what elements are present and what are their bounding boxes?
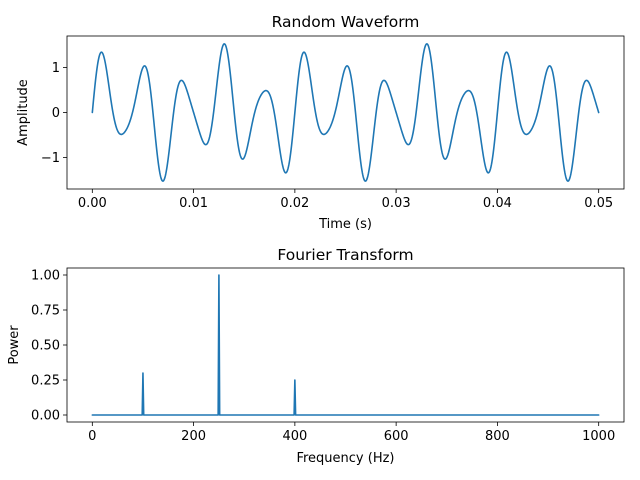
y-axis-ticks: 0.00 0.25 0.50 0.75 1.00 <box>31 269 67 424</box>
spectrum-line <box>91 274 600 416</box>
y-tick-label: 0 <box>52 106 60 121</box>
chart-title: Random Waveform <box>272 13 420 31</box>
y-tick-label: 0.75 <box>31 304 60 319</box>
fourier-chart: Fourier Transform 0 200 400 600 800 1000 0.00… <box>7 246 625 466</box>
x-tick-label: 1000 <box>582 429 615 444</box>
waveform-line <box>91 43 600 182</box>
y-tick-label: 0.25 <box>31 374 60 389</box>
y-tick-label: −1 <box>41 151 60 166</box>
x-axis-ticks: 0 200 400 600 800 1000 <box>88 422 615 444</box>
x-tick-label: 0.04 <box>483 196 512 211</box>
y-axis-label: Amplitude <box>16 79 31 146</box>
x-tick-label: 0.03 <box>382 196 411 211</box>
x-tick-label: 0.01 <box>179 196 208 211</box>
y-tick-label: 1 <box>52 61 60 76</box>
plot-frame <box>66 35 625 190</box>
x-tick-label: 600 <box>384 429 409 444</box>
x-tick-label: 200 <box>181 429 206 444</box>
y-axis-label: Power <box>7 325 22 365</box>
x-axis-label: Time (s) <box>318 217 372 232</box>
x-tick-label: 400 <box>282 429 307 444</box>
x-tick-label: 0.02 <box>280 196 309 211</box>
x-tick-label: 800 <box>485 429 510 444</box>
y-tick-label: 0.00 <box>31 409 60 424</box>
x-tick-label: 0 <box>88 429 96 444</box>
y-tick-label: 1.00 <box>31 269 60 284</box>
x-axis-ticks: 0.00 0.01 0.02 0.03 0.04 0.05 <box>78 189 613 211</box>
chart-title: Fourier Transform <box>277 246 413 264</box>
y-axis-ticks: −1 0 1 <box>41 61 67 166</box>
x-tick-label: 0.05 <box>584 196 613 211</box>
x-tick-label: 0.00 <box>78 196 107 211</box>
waveform-chart: Random Waveform 0.00 0.01 0.02 0.03 0.04 0.05… <box>16 13 625 232</box>
x-axis-label: Frequency (Hz) <box>296 451 394 466</box>
plot-frame <box>66 267 625 423</box>
y-tick-label: 0.50 <box>31 339 60 354</box>
